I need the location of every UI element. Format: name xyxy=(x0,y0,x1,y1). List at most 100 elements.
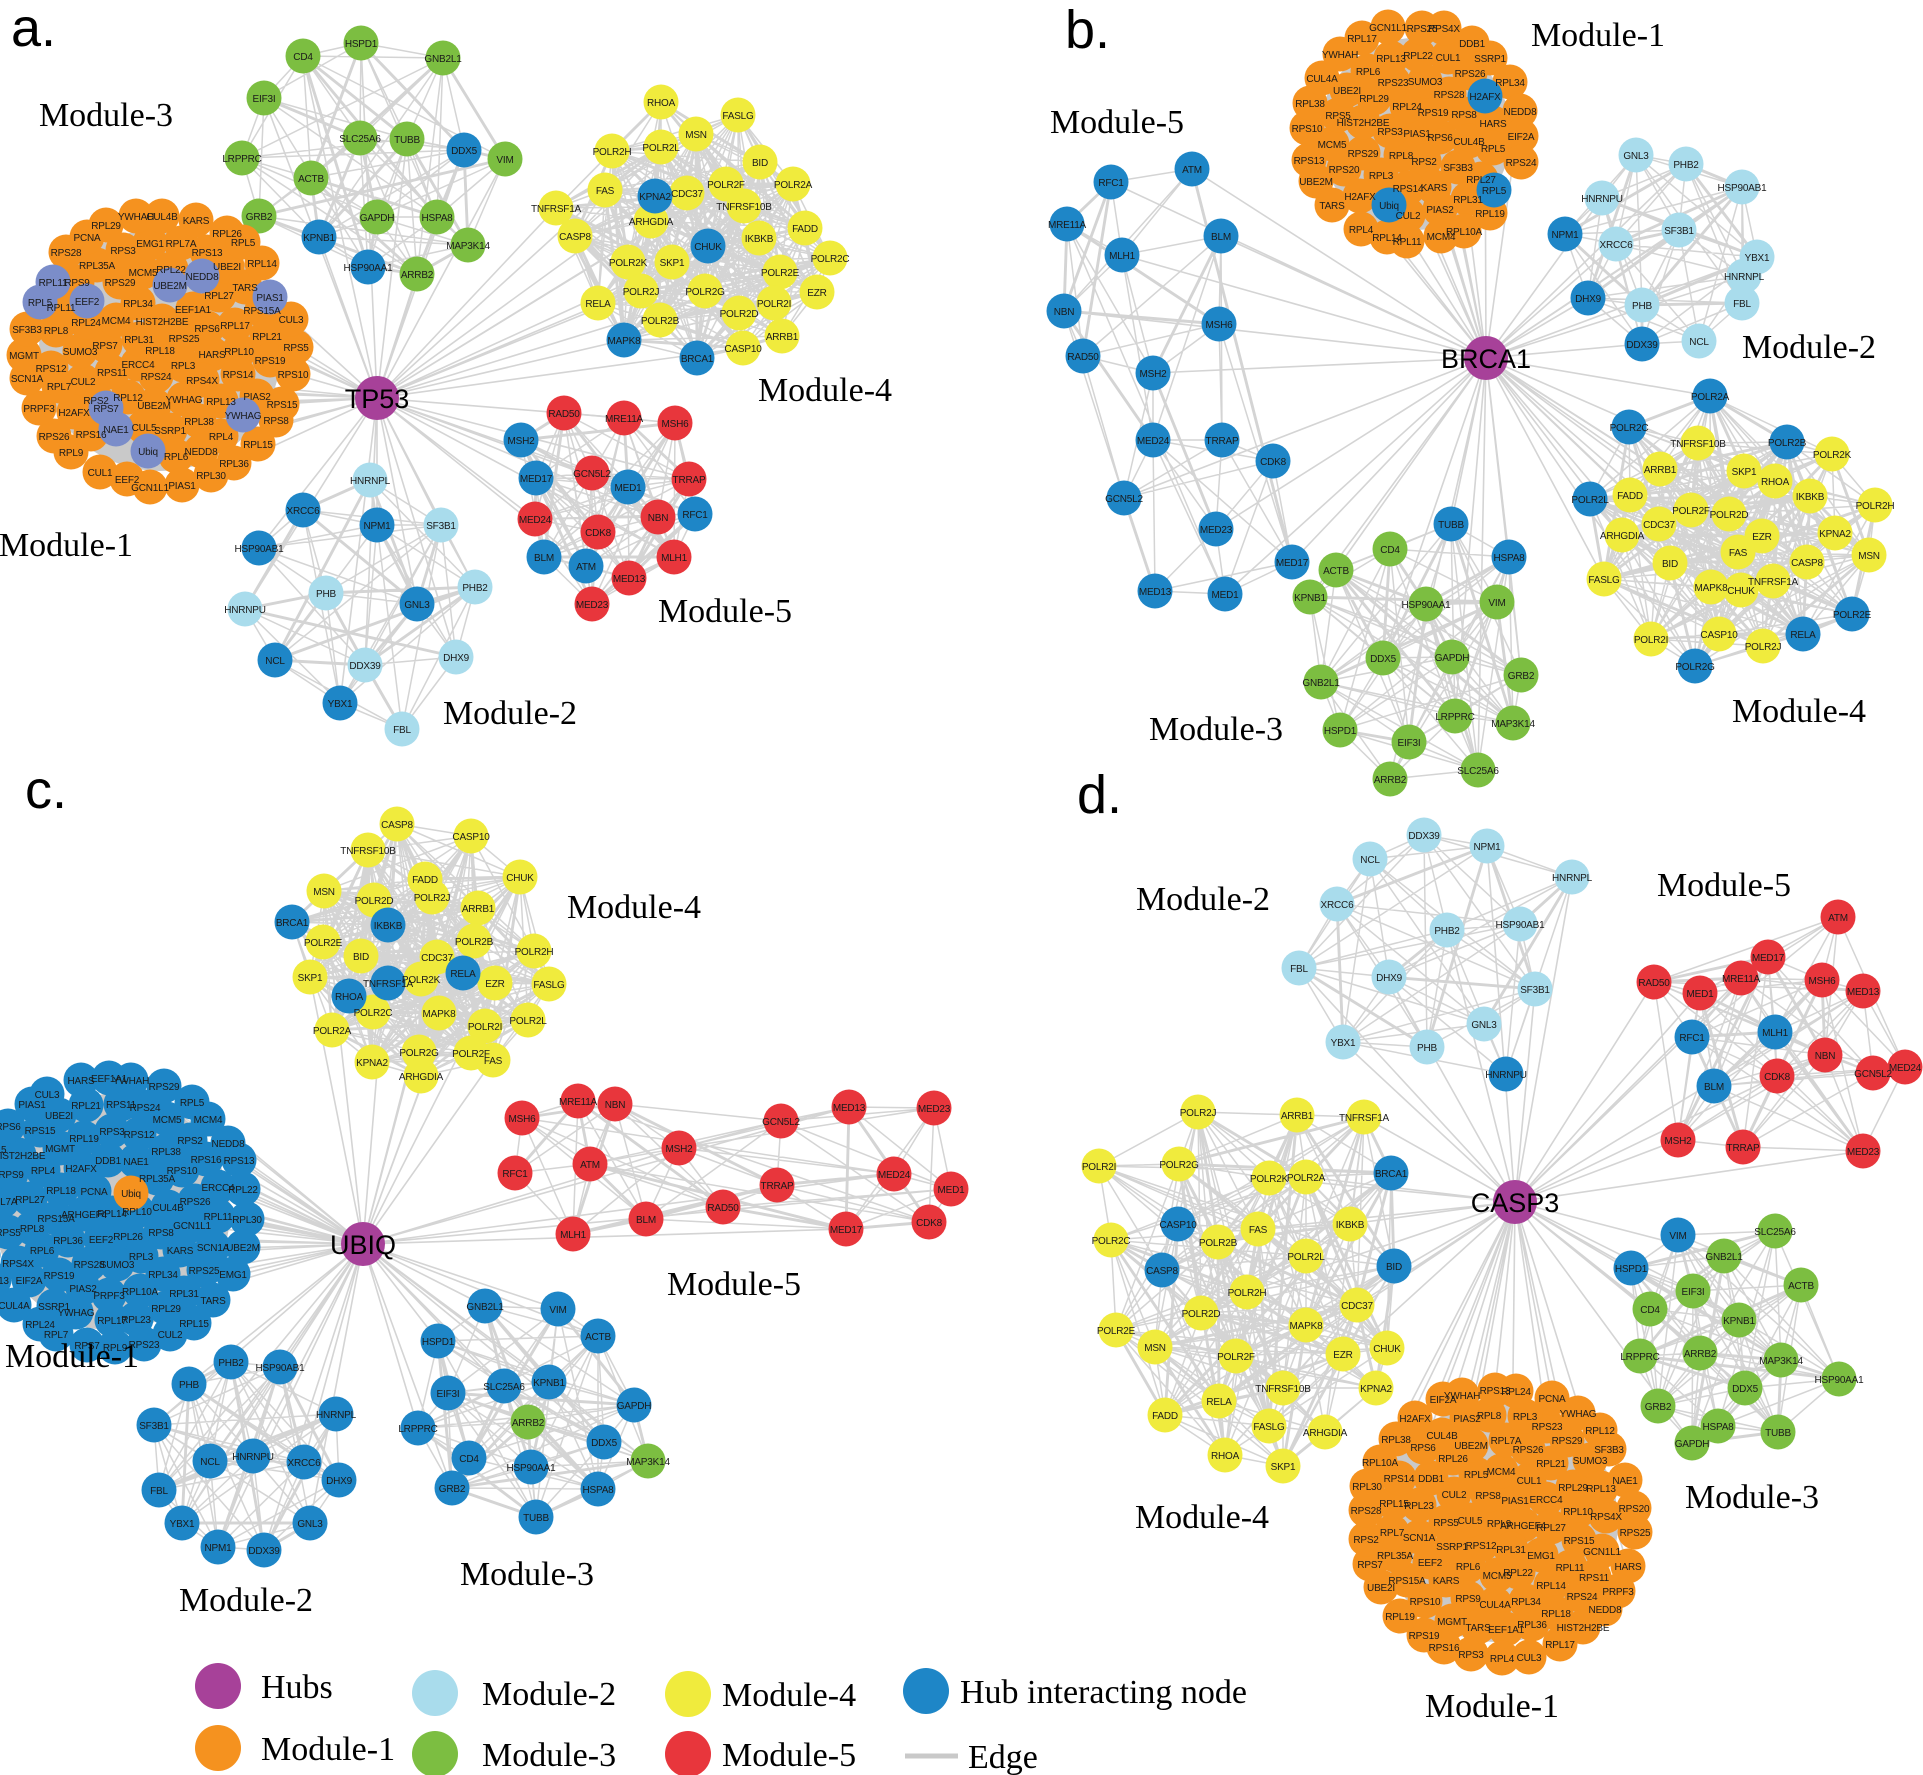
svg-text:RPS29: RPS29 xyxy=(1348,149,1379,160)
svg-text:RPS23: RPS23 xyxy=(1378,78,1409,89)
svg-text:MED13: MED13 xyxy=(833,1103,866,1114)
svg-text:GNB2L1: GNB2L1 xyxy=(424,54,462,65)
svg-text:RPS24: RPS24 xyxy=(141,372,172,383)
svg-text:XRCC6: XRCC6 xyxy=(1600,240,1634,251)
svg-text:MAP3K14: MAP3K14 xyxy=(1491,719,1535,730)
svg-text:YWHAG: YWHAG xyxy=(225,411,262,422)
svg-text:SF3B1: SF3B1 xyxy=(139,1421,169,1432)
svg-text:CDK8: CDK8 xyxy=(1764,1072,1791,1083)
svg-text:RPS2: RPS2 xyxy=(83,396,109,407)
svg-text:RPS5: RPS5 xyxy=(1433,1518,1459,1529)
svg-text:RPS16: RPS16 xyxy=(76,430,107,441)
svg-text:NAE1: NAE1 xyxy=(123,1157,149,1168)
svg-text:RPL29: RPL29 xyxy=(1359,94,1389,105)
svg-text:RPS6: RPS6 xyxy=(194,324,220,335)
svg-text:RPL6: RPL6 xyxy=(164,452,189,463)
svg-text:RPL38: RPL38 xyxy=(151,1147,181,1158)
svg-text:GRB2: GRB2 xyxy=(439,1484,466,1495)
svg-text:RPL27: RPL27 xyxy=(15,1195,45,1206)
svg-text:RPS11: RPS11 xyxy=(97,368,128,379)
svg-text:RPL30: RPL30 xyxy=(232,1215,262,1226)
svg-text:RPL22: RPL22 xyxy=(156,265,186,276)
svg-text:MCM5: MCM5 xyxy=(1483,1571,1512,1582)
svg-text:CD4: CD4 xyxy=(459,1454,479,1465)
svg-text:POLR2K: POLR2K xyxy=(1813,450,1852,461)
svg-text:POLR2D: POLR2D xyxy=(1182,1309,1221,1320)
svg-text:HSP90AB1: HSP90AB1 xyxy=(256,1363,306,1374)
svg-text:HNRNPL: HNRNPL xyxy=(316,1410,357,1421)
svg-text:Module-3: Module-3 xyxy=(1149,711,1283,748)
svg-text:MCM5: MCM5 xyxy=(153,1115,182,1126)
svg-text:RPL12: RPL12 xyxy=(1585,1426,1615,1437)
svg-text:RPS13: RPS13 xyxy=(192,248,223,259)
svg-text:RPS28: RPS28 xyxy=(1351,1506,1382,1517)
svg-text:GNB2L1: GNB2L1 xyxy=(466,1302,504,1313)
svg-text:RPL14: RPL14 xyxy=(1536,1581,1566,1592)
svg-text:RPL24: RPL24 xyxy=(1392,102,1422,113)
svg-text:RPL29: RPL29 xyxy=(1558,1483,1588,1494)
svg-text:POLR2E: POLR2E xyxy=(1097,1326,1136,1337)
svg-text:CUL3: CUL3 xyxy=(279,315,304,326)
svg-text:RAD50: RAD50 xyxy=(707,1203,739,1214)
svg-text:PIAS1: PIAS1 xyxy=(1403,129,1431,140)
svg-text:FBL: FBL xyxy=(1290,964,1308,975)
svg-text:RPS9: RPS9 xyxy=(1455,1594,1481,1605)
svg-text:CDC37: CDC37 xyxy=(671,189,703,200)
svg-text:EZR: EZR xyxy=(1333,1350,1352,1361)
svg-text:ARRB2: ARRB2 xyxy=(1684,1349,1717,1360)
svg-text:BID: BID xyxy=(353,952,369,963)
svg-text:RAD50: RAD50 xyxy=(548,409,580,420)
svg-text:TARS: TARS xyxy=(232,283,258,294)
svg-text:GCN5L2: GCN5L2 xyxy=(762,1117,800,1128)
svg-text:RPL17: RPL17 xyxy=(97,1316,127,1327)
svg-text:TRRAP: TRRAP xyxy=(761,1181,794,1192)
svg-text:RPL10A: RPL10A xyxy=(122,1287,159,1298)
svg-text:PIAS2: PIAS2 xyxy=(243,392,271,403)
svg-text:KARS: KARS xyxy=(167,1246,194,1257)
svg-text:POLR2L: POLR2L xyxy=(509,1016,547,1027)
svg-text:ARRB1: ARRB1 xyxy=(462,904,495,915)
svg-text:MCM5: MCM5 xyxy=(129,268,158,279)
svg-text:POLR2L: POLR2L xyxy=(642,143,680,154)
svg-text:BRCA1: BRCA1 xyxy=(1441,344,1531,374)
svg-text:Module-2: Module-2 xyxy=(179,1582,313,1619)
svg-text:RPS12: RPS12 xyxy=(1466,1541,1497,1552)
svg-text:MLH1: MLH1 xyxy=(1762,1028,1789,1039)
svg-text:TNFRSF10B: TNFRSF10B xyxy=(716,202,772,213)
svg-text:BID: BID xyxy=(752,158,768,169)
svg-text:MED13: MED13 xyxy=(1847,987,1880,998)
svg-text:POLR2C: POLR2C xyxy=(354,1008,393,1019)
svg-text:LRPPRC: LRPPRC xyxy=(1435,712,1474,723)
svg-text:RPL36: RPL36 xyxy=(53,1236,83,1247)
svg-text:RPS8: RPS8 xyxy=(1451,110,1477,121)
svg-text:MED23: MED23 xyxy=(576,600,609,611)
svg-text:RPS6: RPS6 xyxy=(1427,133,1453,144)
svg-text:EIF3I: EIF3I xyxy=(1398,738,1421,749)
svg-text:MED13: MED13 xyxy=(1139,587,1172,598)
svg-text:SUMO3: SUMO3 xyxy=(1573,1456,1608,1467)
svg-text:Edge: Edge xyxy=(968,1739,1038,1775)
svg-text:TP53: TP53 xyxy=(345,384,410,414)
svg-text:RPS3: RPS3 xyxy=(1458,1650,1484,1661)
svg-text:NPM1: NPM1 xyxy=(1552,230,1580,241)
svg-text:CASP8: CASP8 xyxy=(381,820,413,831)
svg-text:RPL31: RPL31 xyxy=(169,1289,199,1300)
svg-text:RPL38: RPL38 xyxy=(1381,1435,1411,1446)
svg-text:H2AFX: H2AFX xyxy=(1399,1414,1431,1425)
svg-text:RPS2: RPS2 xyxy=(1353,1535,1379,1546)
svg-text:NBN: NBN xyxy=(1815,1051,1836,1062)
svg-text:RPL21: RPL21 xyxy=(71,1101,101,1112)
svg-text:VIM: VIM xyxy=(1669,1231,1686,1242)
svg-text:KPNA2: KPNA2 xyxy=(1360,1384,1392,1395)
svg-text:c.: c. xyxy=(25,760,67,820)
svg-text:RPL7: RPL7 xyxy=(44,1330,69,1341)
svg-text:EZR: EZR xyxy=(1752,532,1771,543)
svg-text:RPL10: RPL10 xyxy=(224,347,254,358)
svg-text:RPS3: RPS3 xyxy=(110,246,136,257)
svg-text:Module-4: Module-4 xyxy=(1732,693,1866,730)
svg-text:IKBKB: IKBKB xyxy=(374,921,403,932)
svg-text:POLR2I: POLR2I xyxy=(1634,635,1668,646)
svg-text:KARS: KARS xyxy=(183,216,210,227)
svg-text:Module-1: Module-1 xyxy=(261,1731,395,1768)
svg-text:CASP10: CASP10 xyxy=(1700,630,1738,641)
